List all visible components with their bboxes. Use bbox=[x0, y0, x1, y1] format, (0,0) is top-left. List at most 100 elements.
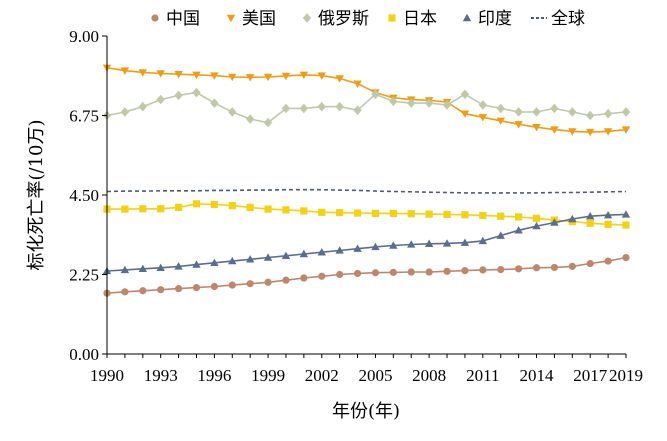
data-point bbox=[442, 100, 452, 110]
y-tick-label: 4.50 bbox=[69, 186, 99, 205]
x-tick-label: 2008 bbox=[412, 366, 446, 385]
data-point bbox=[442, 239, 452, 247]
data-point bbox=[443, 267, 451, 275]
series-line bbox=[106, 91, 627, 124]
series-layer bbox=[102, 64, 631, 297]
x-tick-label: 1996 bbox=[197, 366, 231, 385]
data-point bbox=[138, 264, 147, 273]
data-point bbox=[210, 98, 219, 108]
data-point bbox=[246, 203, 254, 211]
data-point bbox=[299, 103, 309, 114]
data-point bbox=[497, 265, 505, 274]
legend-swatch bbox=[388, 14, 396, 22]
x-tick-label: 2017 bbox=[573, 366, 608, 385]
data-point bbox=[424, 239, 434, 247]
legend-label: 中国 bbox=[166, 9, 200, 29]
legend-label: 全球 bbox=[551, 9, 585, 29]
legend-entry: 俄罗斯 bbox=[302, 9, 369, 29]
data-point bbox=[586, 259, 594, 268]
data-point bbox=[604, 257, 612, 265]
data-point bbox=[603, 210, 613, 219]
data-point bbox=[479, 211, 487, 220]
data-point bbox=[622, 221, 630, 229]
data-point bbox=[336, 209, 344, 217]
y-axis-title: 标化死亡率(/10万) bbox=[26, 119, 47, 270]
data-point bbox=[282, 276, 290, 284]
data-point bbox=[478, 114, 488, 122]
data-point bbox=[460, 110, 470, 118]
data-point bbox=[532, 221, 541, 230]
data-point bbox=[353, 269, 362, 278]
legend-entry: 印度 bbox=[462, 9, 512, 29]
data-point bbox=[299, 249, 309, 258]
data-point bbox=[335, 101, 344, 112]
data-point bbox=[389, 96, 398, 107]
data-point bbox=[245, 255, 255, 263]
data-point bbox=[514, 107, 523, 117]
data-point bbox=[228, 73, 237, 82]
data-point bbox=[478, 100, 488, 110]
data-point bbox=[264, 205, 272, 213]
legend-swatch bbox=[151, 14, 159, 22]
data-point bbox=[389, 241, 398, 249]
x-tick-label: 2014 bbox=[520, 366, 555, 385]
y-tick-label: 6.75 bbox=[69, 107, 99, 126]
data-point bbox=[550, 218, 559, 226]
data-point bbox=[192, 71, 201, 80]
data-point bbox=[407, 240, 416, 248]
data-point bbox=[120, 265, 130, 274]
y-tick-label: 9.00 bbox=[69, 27, 99, 46]
data-point bbox=[282, 206, 290, 214]
data-point bbox=[496, 231, 505, 239]
data-point bbox=[157, 286, 165, 294]
data-point bbox=[192, 283, 201, 292]
data-point bbox=[460, 89, 470, 100]
data-point bbox=[281, 72, 291, 81]
series-4 bbox=[103, 200, 630, 229]
data-point bbox=[515, 213, 523, 221]
data-point bbox=[603, 108, 613, 119]
legend-entry: 美国 bbox=[226, 9, 276, 29]
x-tick-label: 1993 bbox=[144, 366, 178, 385]
data-point bbox=[336, 270, 344, 279]
data-point bbox=[604, 220, 612, 228]
data-point bbox=[120, 107, 130, 117]
data-point bbox=[603, 128, 613, 136]
x-axis-title: 年份(年) bbox=[332, 401, 400, 422]
data-point bbox=[515, 265, 523, 273]
data-point bbox=[532, 123, 541, 132]
series-line bbox=[106, 213, 627, 272]
series-5 bbox=[102, 210, 631, 275]
series-3 bbox=[102, 87, 631, 128]
data-point bbox=[353, 244, 362, 252]
data-point bbox=[586, 219, 594, 227]
legend-label: 印度 bbox=[478, 9, 512, 29]
data-point bbox=[353, 105, 362, 115]
data-point bbox=[281, 251, 291, 259]
data-point bbox=[371, 89, 380, 100]
data-point bbox=[621, 210, 631, 218]
data-point bbox=[174, 262, 183, 270]
data-point bbox=[586, 110, 595, 121]
y-tick-label: 2.25 bbox=[69, 266, 99, 285]
data-point bbox=[425, 210, 433, 218]
legend-swatch bbox=[462, 13, 472, 22]
data-point bbox=[228, 107, 237, 117]
data-point bbox=[621, 126, 631, 134]
data-point bbox=[568, 214, 577, 223]
data-point bbox=[210, 200, 218, 209]
data-point bbox=[210, 258, 219, 267]
data-point bbox=[371, 209, 380, 217]
data-point bbox=[174, 203, 183, 211]
series-1 bbox=[103, 253, 630, 297]
data-point bbox=[210, 282, 218, 291]
data-point bbox=[622, 253, 630, 262]
data-point bbox=[139, 205, 147, 213]
data-point bbox=[497, 212, 505, 220]
data-point bbox=[514, 121, 523, 129]
data-point bbox=[514, 226, 523, 234]
x-tick-label: 2002 bbox=[305, 366, 339, 385]
data-point bbox=[121, 205, 129, 213]
data-point bbox=[263, 73, 273, 82]
